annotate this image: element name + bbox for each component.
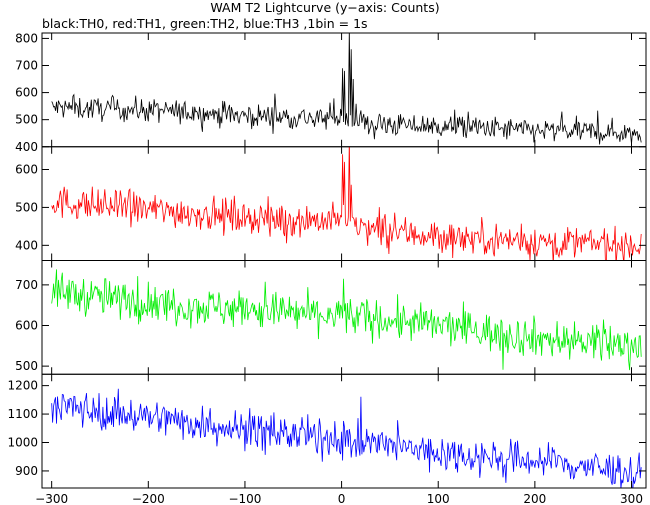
x-tick-label: 300 xyxy=(620,492,643,505)
x-tick-label: −300 xyxy=(35,492,68,505)
chart-title: WAM T2 Lightcurve (y−axis: Counts) xyxy=(210,0,440,15)
y-tick-label: 1200 xyxy=(7,379,38,393)
y-tick-label: 500 xyxy=(15,359,38,373)
series-line-TH3 xyxy=(51,388,642,488)
chart-subtitle: black:TH0, red:TH1, green:TH2, blue:TH3 … xyxy=(42,16,368,31)
y-tick-label: 700 xyxy=(15,278,38,292)
x-tick-label: −100 xyxy=(228,492,261,505)
y-tick-label: 1100 xyxy=(7,407,38,421)
y-tick-label: 400 xyxy=(15,140,38,154)
series-line-TH2 xyxy=(51,269,642,371)
y-tick-label: 400 xyxy=(15,238,38,252)
y-tick-label: 900 xyxy=(15,464,38,478)
x-tick-label: 0 xyxy=(338,492,346,505)
series-line-TH0 xyxy=(51,33,642,145)
y-tick-label: 600 xyxy=(15,319,38,333)
y-tick-label: 600 xyxy=(15,86,38,100)
y-tick-label: 800 xyxy=(15,31,38,45)
y-tick-label: 500 xyxy=(15,200,38,214)
x-tick-label: 100 xyxy=(427,492,450,505)
panel-frame-TH2 xyxy=(41,260,647,375)
y-tick-label: 1000 xyxy=(7,436,38,450)
x-tick-label: 200 xyxy=(523,492,546,505)
panel-frame-TH3 xyxy=(41,373,647,489)
y-tick-label: 500 xyxy=(15,113,38,127)
y-tick-label: 600 xyxy=(15,163,38,177)
x-tick-label: −200 xyxy=(132,492,165,505)
series-line-TH1 xyxy=(51,146,642,261)
y-tick-label: 700 xyxy=(15,59,38,73)
